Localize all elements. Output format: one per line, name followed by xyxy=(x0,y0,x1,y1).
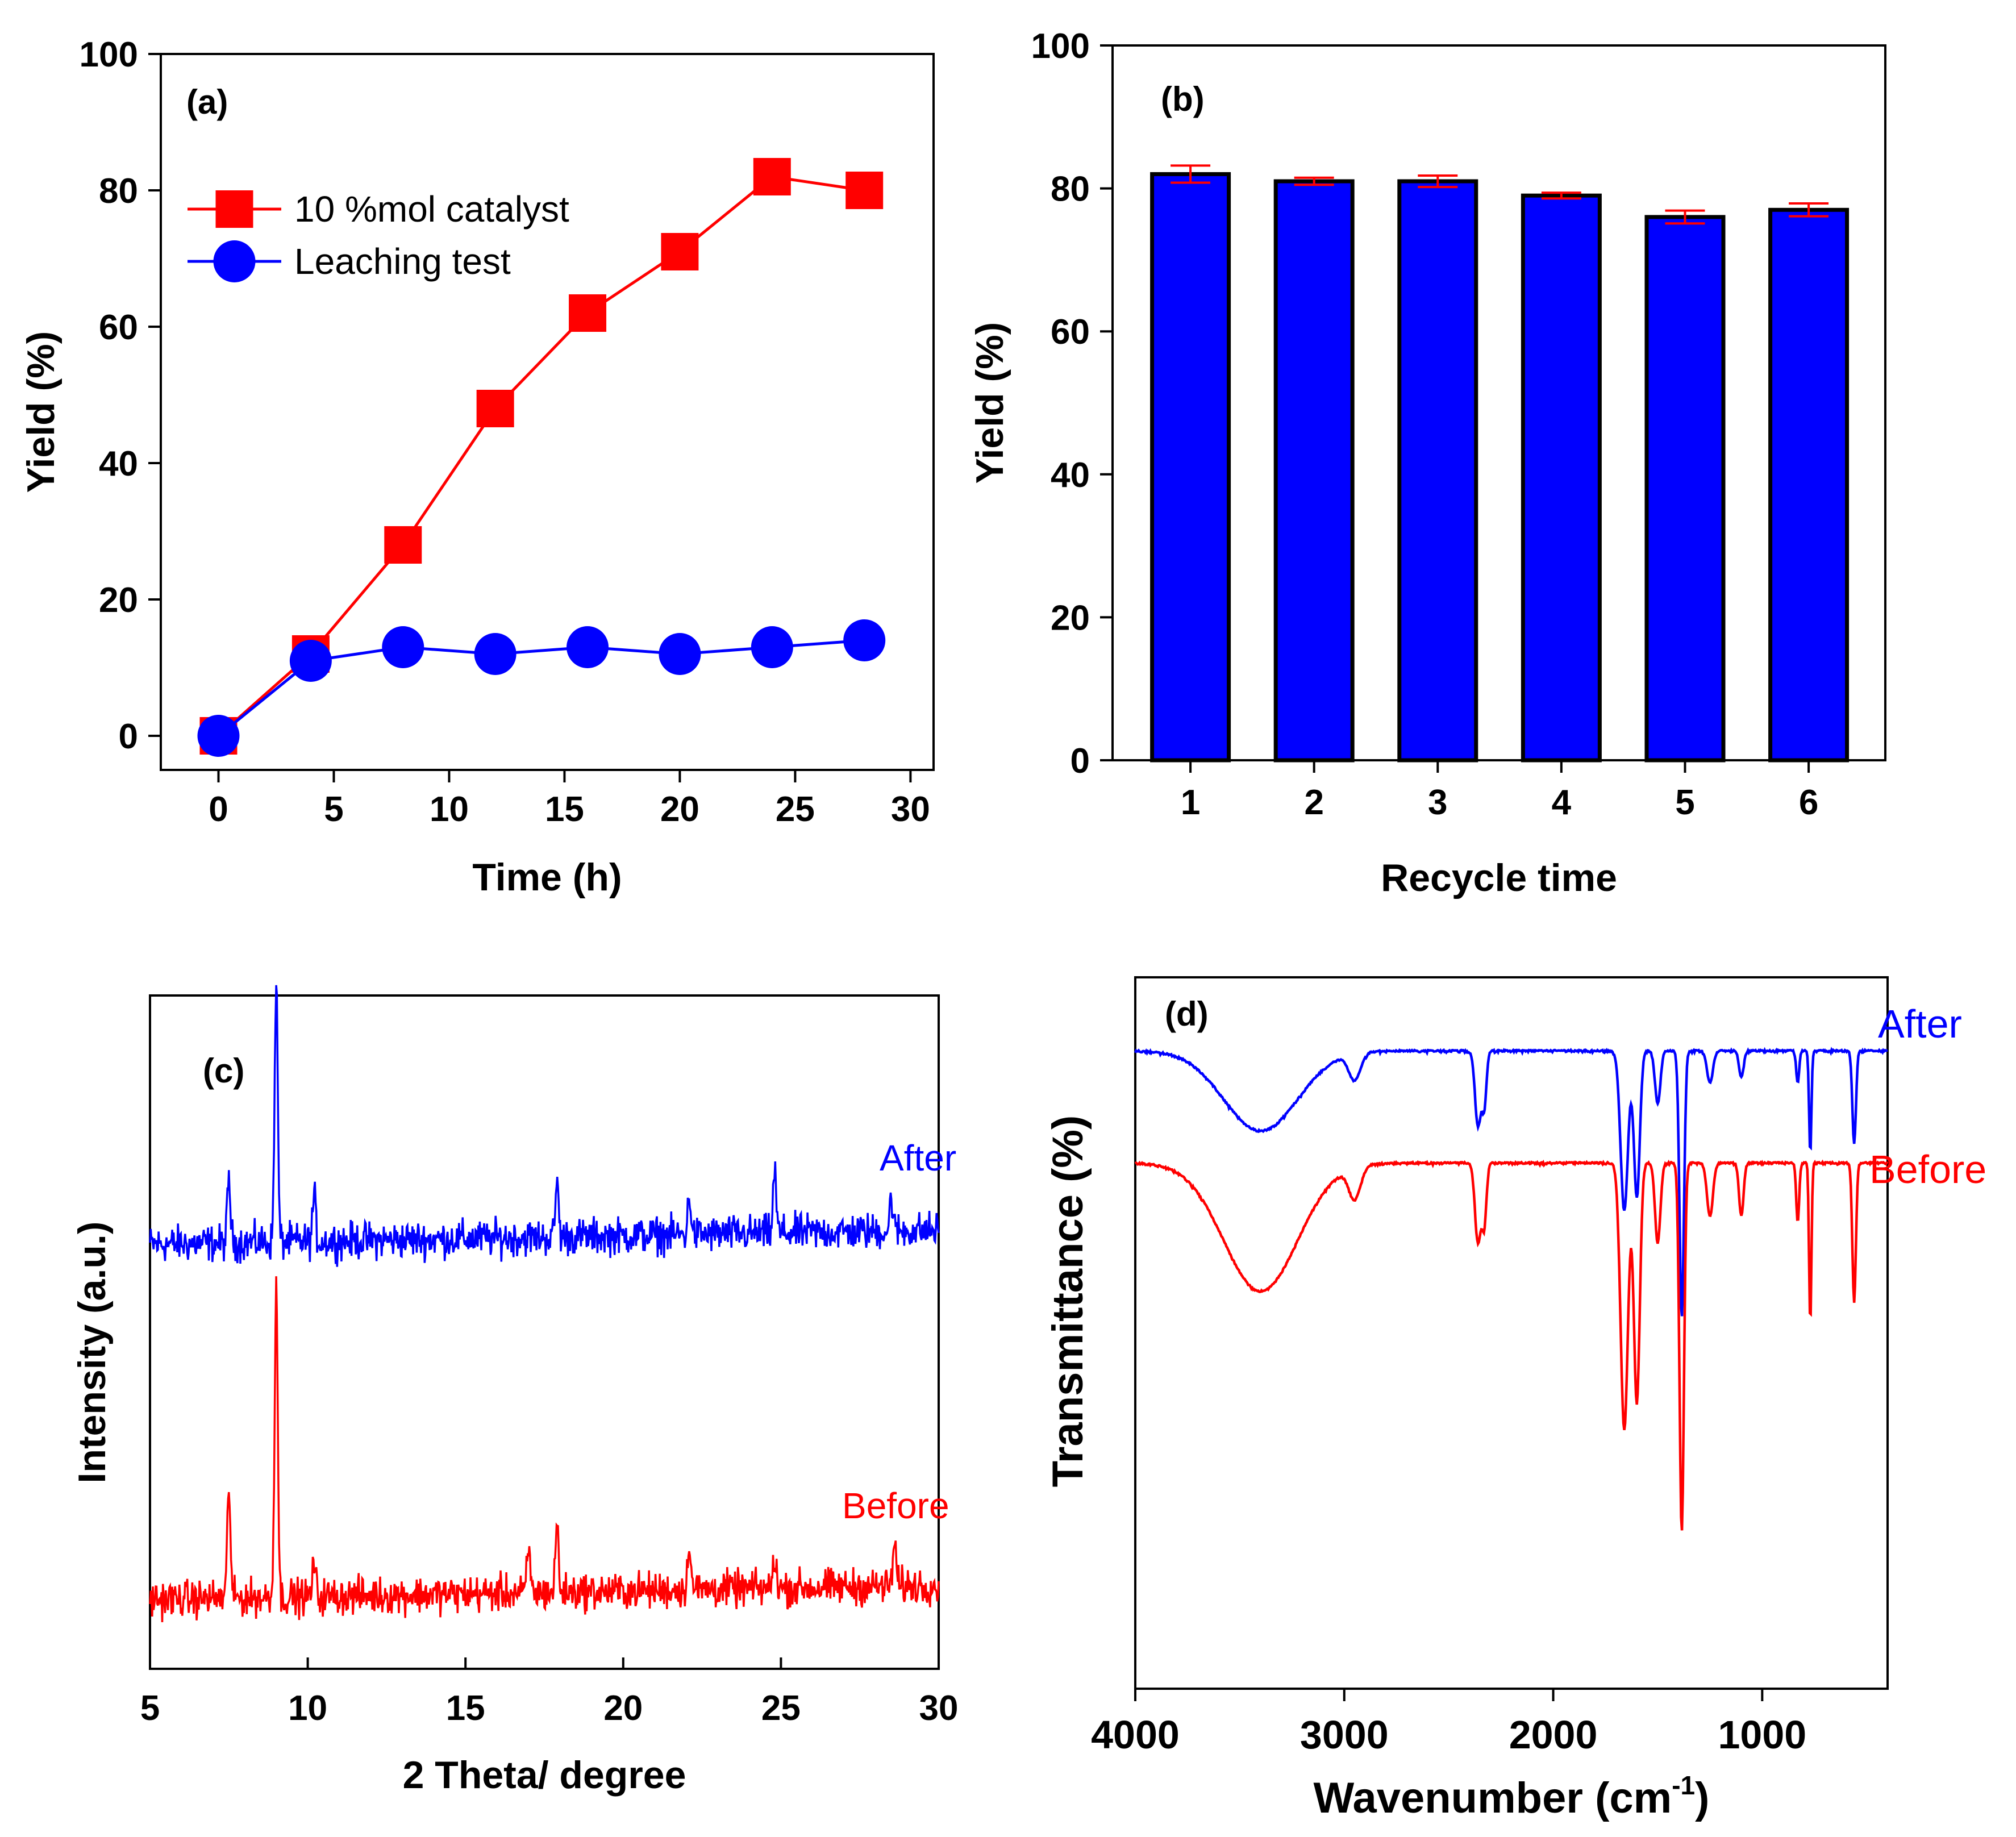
bar xyxy=(1644,215,1726,763)
trace-label-after: After xyxy=(1878,1002,1962,1046)
y-tick-label: 80 xyxy=(1051,170,1090,209)
data-point-circle xyxy=(751,626,793,668)
panel-c-xrd-patterns: 5 10 15 20 25 30 2 Theta/ degree Intensity (a.u… xyxy=(70,985,958,1797)
y-tick-label: 0 xyxy=(119,717,138,756)
legend-marker-circle xyxy=(213,240,256,282)
trace-label-before: Before xyxy=(842,1485,949,1526)
x-axis-label: Time (h) xyxy=(472,856,622,899)
y-tick-label: 40 xyxy=(1051,456,1090,495)
xrd-trace-before xyxy=(149,1276,940,1622)
y-tick-label: 20 xyxy=(1051,598,1090,638)
data-point-circle xyxy=(474,633,517,675)
x-tick-label: 25 xyxy=(776,790,815,829)
y-axis-label: Yield (%) xyxy=(968,322,1011,484)
bar xyxy=(1768,207,1850,763)
x-tick-label: 30 xyxy=(919,1689,959,1728)
panel-a-yield-vs-time: 0 5 10 15 20 25 30 0 20 40 60 80 100 Time (h) Yield (%… xyxy=(19,35,935,899)
data-point-circle xyxy=(659,633,701,675)
panel-c-plot-frame xyxy=(149,994,940,1670)
y-axis-label: Intensity (a.u.) xyxy=(70,1222,114,1484)
x-tick-label: 6 xyxy=(1799,783,1818,822)
ftir-trace-before xyxy=(1134,1159,1889,1531)
bar xyxy=(1521,193,1602,763)
x-tick-label: 25 xyxy=(761,1689,801,1728)
data-point-circle xyxy=(567,626,609,668)
y-tick-label: 100 xyxy=(80,35,138,74)
bar xyxy=(1273,179,1355,763)
panel-a-plot-frame xyxy=(160,53,935,771)
panel-d-plot-frame xyxy=(1134,976,1889,1690)
x-tick-label: 15 xyxy=(446,1689,485,1728)
y-tick-label: 40 xyxy=(99,444,138,484)
panel-label: (d) xyxy=(1165,995,1209,1033)
x-tick-label: 5 xyxy=(324,790,343,829)
x-tick-label: 0 xyxy=(209,790,228,829)
data-point-square xyxy=(569,294,607,332)
data-point-square xyxy=(845,172,884,209)
panel-b-recycle-bars: 0 20 40 60 80 100 1 2 3 4 5 6 Recycle time Yield (%) (… xyxy=(968,27,1886,899)
x-tick-label: 2000 xyxy=(1509,1713,1598,1757)
x-tick-label: 10 xyxy=(288,1689,327,1728)
x-axis-label: Wavenumber (cm-1) xyxy=(1314,1771,1710,1822)
legend-entry: 10 %mol catalyst xyxy=(294,189,569,230)
data-point-square xyxy=(661,233,699,270)
panel-label: (a) xyxy=(186,83,228,121)
ftir-trace-after xyxy=(1134,1047,1888,1317)
data-point-square xyxy=(384,526,422,564)
trace-label-after: After xyxy=(880,1138,956,1178)
y-tick-label: 60 xyxy=(99,308,138,347)
x-tick-label: 20 xyxy=(603,1689,643,1728)
data-point-square xyxy=(476,390,514,427)
bar xyxy=(1150,172,1231,763)
xrd-trace-after xyxy=(149,985,940,1267)
x-tick-label: 2 xyxy=(1304,783,1323,822)
x-tick-label: 3 xyxy=(1428,783,1447,822)
panel-label: (c) xyxy=(203,1052,244,1090)
x-tick-label: 4 xyxy=(1552,783,1572,822)
data-point-circle xyxy=(197,715,240,757)
y-tick-label: 20 xyxy=(99,581,138,620)
x-tick-label: 5 xyxy=(140,1689,160,1728)
x-axis-label: Recycle time xyxy=(1381,856,1617,899)
legend-marker-square xyxy=(215,190,253,228)
y-tick-label: 80 xyxy=(99,172,138,211)
data-point-circle xyxy=(843,619,886,661)
x-tick-label: 4000 xyxy=(1091,1713,1180,1757)
trace-label-before: Before xyxy=(1869,1147,1986,1192)
x-tick-label: 1000 xyxy=(1718,1713,1806,1757)
x-tick-label: 10 xyxy=(430,790,469,829)
x-axis-label: 2 Theta/ degree xyxy=(403,1753,686,1797)
y-axis-label: Yield (%) xyxy=(19,331,63,493)
bar xyxy=(1397,179,1478,763)
data-point-square xyxy=(753,158,791,195)
legend-entry: Leaching test xyxy=(294,241,511,282)
x-tick-label: 1 xyxy=(1181,783,1200,822)
x-tick-label: 5 xyxy=(1675,783,1694,822)
y-axis-label: Transmittance (%) xyxy=(1044,1115,1092,1488)
data-point-circle xyxy=(289,640,332,682)
x-tick-label: 3000 xyxy=(1300,1713,1389,1757)
y-tick-label: 0 xyxy=(1071,742,1090,781)
data-point-circle xyxy=(382,626,424,668)
x-tick-label: 15 xyxy=(545,790,584,829)
y-tick-label: 60 xyxy=(1051,313,1090,352)
panel-label: (b) xyxy=(1161,80,1205,118)
y-tick-label: 100 xyxy=(1031,27,1090,66)
x-tick-label: 20 xyxy=(660,790,699,829)
x-tick-label: 30 xyxy=(891,790,930,829)
panel-b-plot-frame xyxy=(1111,44,1886,761)
